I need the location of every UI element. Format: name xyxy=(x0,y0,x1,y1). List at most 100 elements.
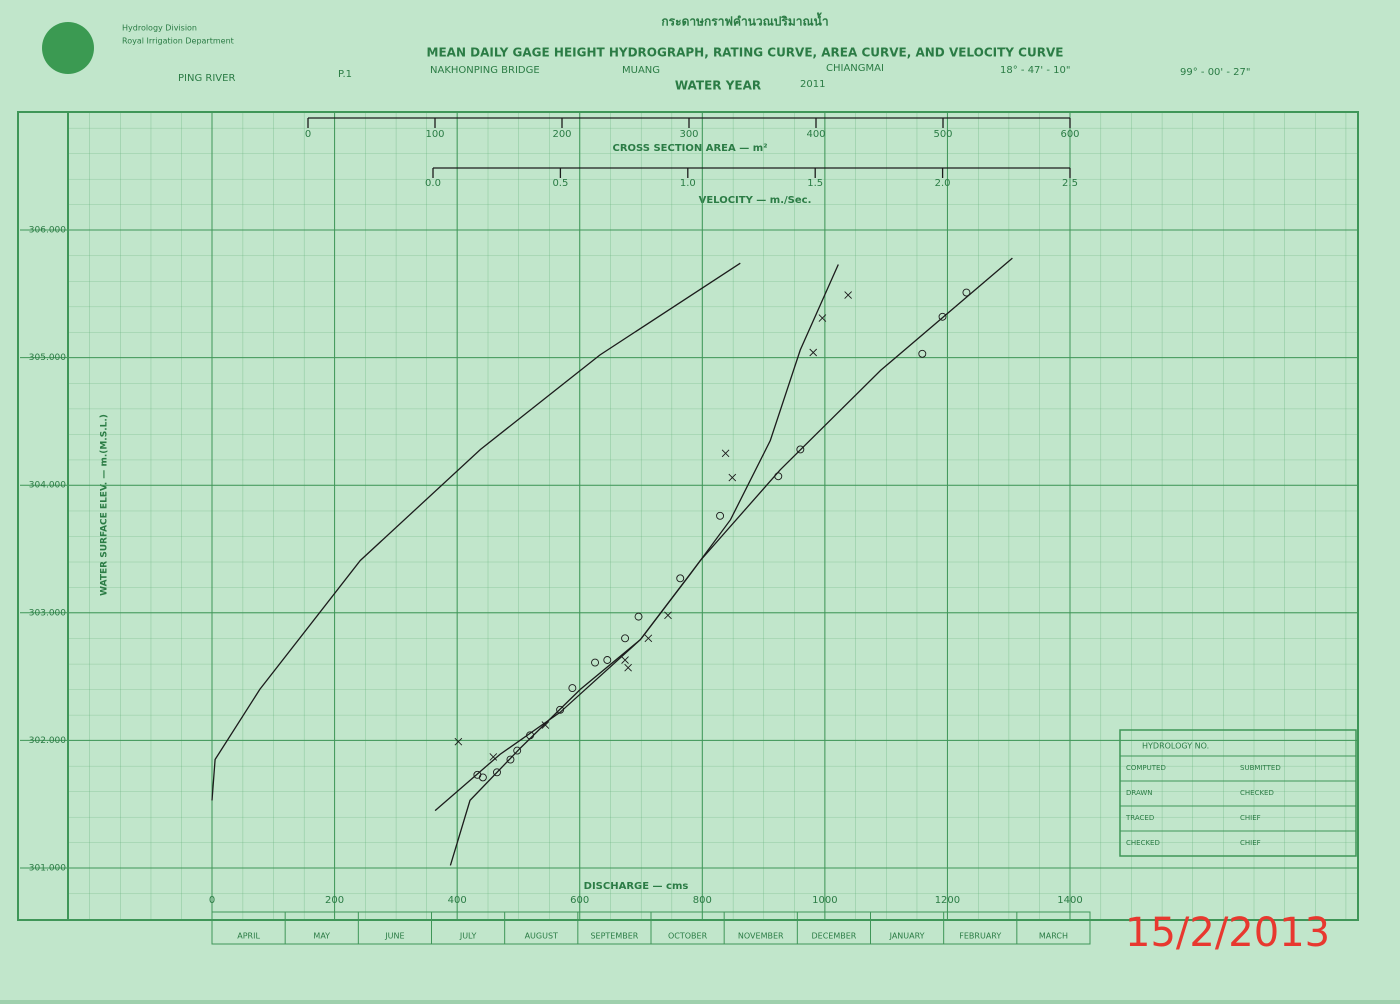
station: NAKHONPING BRIDGE xyxy=(430,65,540,76)
table-cell: CHIEF xyxy=(1240,839,1261,847)
tick-label: 0 xyxy=(305,129,311,140)
point-cross xyxy=(621,656,629,664)
y-tick-label: 305.000 xyxy=(29,353,66,363)
table-cell: SUBMITTED xyxy=(1240,764,1281,772)
point-circle xyxy=(568,684,577,693)
grid-paper xyxy=(68,112,1358,920)
point-cross xyxy=(664,611,672,620)
thai-title: กระดาษกราฟคำนวณปริมาณน้ำ xyxy=(661,12,828,29)
point-circle xyxy=(556,705,565,714)
table-box xyxy=(1119,729,1357,857)
x-tick-label: 400 xyxy=(448,895,467,906)
point-circle xyxy=(526,731,535,740)
x-tick-label: 1400 xyxy=(1057,895,1082,906)
point-circle xyxy=(634,612,643,621)
x-tick-label: 1000 xyxy=(812,895,837,906)
river: PING RIVER xyxy=(178,73,235,84)
point-cross xyxy=(728,473,737,482)
month-label: SEPTEMBER xyxy=(590,932,638,941)
point-cross xyxy=(454,737,463,746)
x-tick-label: 0 xyxy=(209,895,215,906)
table-cell: CHIEF xyxy=(1240,814,1261,822)
x-tick-label: 200 xyxy=(325,895,344,906)
agency: Hydrology Division xyxy=(122,24,197,33)
frame xyxy=(17,111,1359,921)
point-circle xyxy=(493,768,501,777)
point-cross xyxy=(541,721,550,729)
x-tick-label: 600 xyxy=(570,895,589,906)
month-label: APRIL xyxy=(237,932,260,941)
tick-label: 500 xyxy=(933,129,952,140)
tick-label: 600 xyxy=(1060,129,1079,140)
month-label: MARCH xyxy=(1039,932,1068,941)
point-circle xyxy=(774,472,783,481)
month-label: JANUARY xyxy=(889,932,925,941)
month-label: MAY xyxy=(313,932,330,941)
tick-label: 2.0 xyxy=(935,178,951,189)
month-label: JULY xyxy=(459,932,477,941)
table-cell: DRAWN xyxy=(1126,789,1153,797)
tick-label: 2.5 xyxy=(1062,178,1078,189)
point-circle xyxy=(962,288,971,297)
point-circle xyxy=(591,658,599,667)
point-circle xyxy=(603,656,612,664)
table-cell: CHECKED xyxy=(1126,839,1160,847)
point-circle xyxy=(716,511,725,520)
table-title: HYDROLOGY NO. xyxy=(1142,742,1209,751)
y-tick-label: 306.000 xyxy=(29,226,66,236)
water-year-label: WATER YEAR xyxy=(675,79,761,93)
y-tick-label: 301.000 xyxy=(29,864,66,874)
month-label: DECEMBER xyxy=(811,932,856,941)
tick-label: 0.5 xyxy=(552,178,568,189)
agency: Royal Irrigation Department xyxy=(122,37,234,46)
y-axis-label: WATER SURFACE ELEV. — m.(M.S.L.) xyxy=(100,414,110,596)
tick-label: 1.0 xyxy=(680,178,696,189)
logo xyxy=(42,22,94,74)
y-tick-label: 302.000 xyxy=(29,736,66,746)
point-circle xyxy=(938,312,947,321)
point-cross xyxy=(489,753,498,761)
table-cell: CHECKED xyxy=(1240,789,1274,797)
velocity-axis-label: VELOCITY — m./Sec. xyxy=(699,195,812,206)
point-cross xyxy=(644,634,653,643)
point-circle xyxy=(918,349,927,358)
tick-label: 200 xyxy=(552,129,571,140)
tick-label: 1.5 xyxy=(807,178,823,189)
table-cell: COMPUTED xyxy=(1126,764,1166,772)
month-label: AUGUST xyxy=(525,932,558,941)
point-cross xyxy=(721,449,730,458)
point-cross xyxy=(624,663,632,672)
point-circle xyxy=(513,746,522,755)
tick-label: 400 xyxy=(806,129,825,140)
month-label: NOVEMBER xyxy=(738,932,784,941)
point-cross xyxy=(818,314,827,322)
longitude: 99° - 00' - 27" xyxy=(1180,67,1250,78)
area-axis-label: CROSS SECTION AREA — m² xyxy=(612,143,767,154)
curve xyxy=(434,264,839,812)
code: P.1 xyxy=(338,69,352,80)
signature-table: HYDROLOGY NO. COMPUTED SUBMITTED DRAWN CHEC… xyxy=(1119,729,1357,857)
tick-label: 300 xyxy=(679,129,698,140)
month-label: OCTOBER xyxy=(668,932,708,941)
point-cross xyxy=(809,348,818,357)
point-circle xyxy=(796,445,805,454)
x-tick-label: 1200 xyxy=(935,895,960,906)
point-circle xyxy=(676,574,685,583)
month-label: JUNE xyxy=(384,932,404,941)
month-label: FEBRUARY xyxy=(959,932,1001,941)
point-cross xyxy=(844,291,852,299)
table-cell: TRACED xyxy=(1125,814,1154,822)
point-circle xyxy=(506,755,515,764)
point-circle xyxy=(621,634,630,643)
x-tick-label: 800 xyxy=(693,895,712,906)
tick-label: 100 xyxy=(425,129,444,140)
province: CHIANGMAI xyxy=(826,63,884,74)
latitude: 18° - 47' - 10" xyxy=(1000,65,1070,76)
y-tick-label: 304.000 xyxy=(29,481,66,491)
point-circle xyxy=(478,773,487,782)
district: MUANG xyxy=(622,65,660,76)
date-stamp: 15/2/2013 xyxy=(1125,910,1330,956)
water-year: 2011 xyxy=(800,79,825,90)
y-tick-label: 303.000 xyxy=(29,608,66,618)
